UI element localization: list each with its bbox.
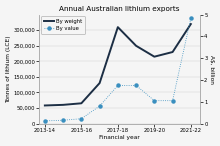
Legend: By weight, By value: By weight, By value — [41, 16, 85, 34]
Title: Annual Australian lithium exports: Annual Australian lithium exports — [59, 6, 180, 12]
Y-axis label: A$, billion: A$, billion — [209, 55, 214, 84]
X-axis label: Financial year: Financial year — [99, 135, 140, 140]
Y-axis label: Tonnes of lithium (LCE): Tonnes of lithium (LCE) — [6, 35, 11, 103]
